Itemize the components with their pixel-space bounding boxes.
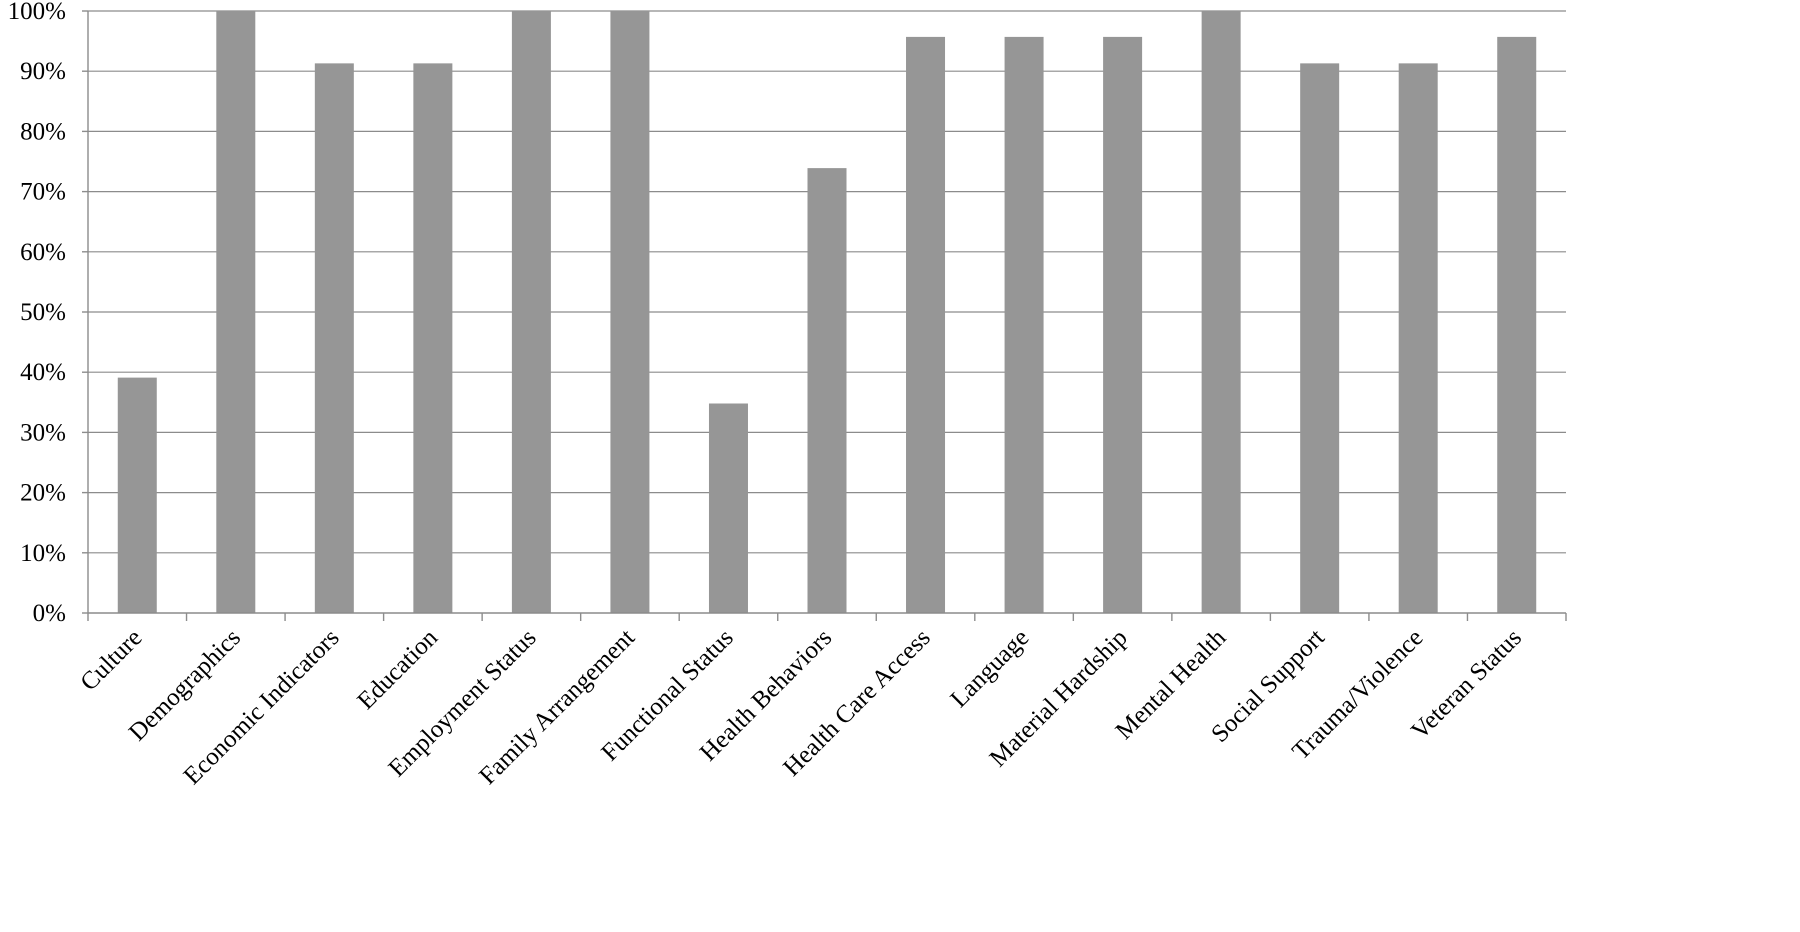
y-tick-label: 60% [20,239,66,266]
bar [807,168,847,613]
bar [1201,11,1241,613]
y-axis-tick-labels: 0% 10% 20% 30% 40% 50% 60% 70% 80% 90% 100% [8,0,66,627]
y-tick-label: 80% [20,118,66,145]
y-tick-label: 70% [20,179,66,206]
y-tick-label: 30% [20,419,66,446]
y-tick-label: 0% [33,600,66,627]
bar [1004,36,1044,613]
bar [511,11,551,613]
bar [1398,63,1438,614]
bar [314,63,354,614]
x-category-label: Language [946,624,1035,713]
axes [82,10,1567,621]
bar [1300,63,1340,614]
y-tick-label: 20% [20,480,66,507]
bars [117,11,1537,614]
bar [610,11,650,613]
bar [906,36,946,613]
x-category-label: Culture [75,624,147,696]
y-tick-label: 40% [20,359,66,386]
bar [708,403,748,613]
y-tick-label: 50% [20,299,66,326]
bar [117,377,157,613]
y-tick-label: 100% [8,0,66,25]
bar [1103,36,1143,613]
bar [216,11,256,613]
x-category-label: Education [352,624,443,715]
y-tick-label: 10% [20,540,66,567]
bar [1497,36,1537,613]
bar [413,63,453,614]
y-tick-label: 90% [20,58,66,85]
